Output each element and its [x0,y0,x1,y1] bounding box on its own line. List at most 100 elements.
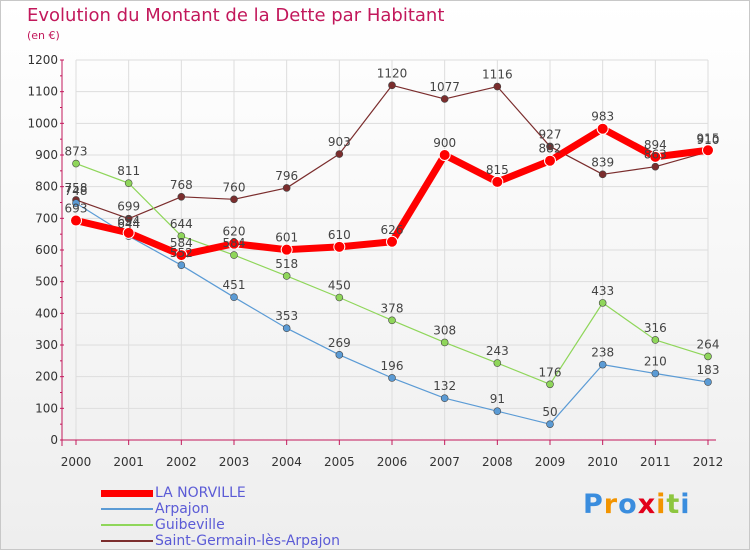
data-label-arpajon: 210 [644,355,667,369]
data-point-la-norville [70,214,82,227]
data-point-la-norville [386,235,398,248]
data-label-la-norville: 894 [644,138,667,152]
y-tick-label: 900 [35,148,58,162]
legend-swatch [101,508,153,510]
y-tick-label: 400 [35,306,58,320]
data-label-saint-germain-l-s-arpajon: 1116 [482,68,513,82]
data-label-saint-germain-l-s-arpajon: 768 [170,178,193,192]
data-point-la-norville [438,149,451,161]
data-label-guibeville: 308 [433,323,456,337]
y-tick-label: 600 [35,243,58,257]
data-point-la-norville [175,249,188,262]
data-point-la-norville [649,150,662,163]
x-tick-label: 2007 [429,455,460,469]
data-label-arpajon: 238 [591,346,614,360]
y-tick-label: 1200 [27,53,58,67]
data-point-saint-germain-l-s-arpajon [124,214,133,223]
data-label-guibeville: 378 [381,301,404,315]
x-tick-label: 2002 [166,455,197,469]
data-point-saint-germain-l-s-arpajon [651,162,660,171]
legend-label: LA NORVILLE [155,485,246,501]
data-label-la-norville: 693 [65,202,88,216]
data-point-la-norville [491,175,504,188]
data-point-arpajon [177,261,186,270]
x-tick-label: 2003 [219,455,250,469]
data-label-saint-germain-l-s-arpajon: 796 [275,169,298,183]
data-label-la-norville: 654 [117,214,140,228]
data-point-guibeville [72,159,80,168]
data-point-saint-germain-l-s-arpajon [335,150,344,158]
chart-subtitle: (en €) [27,29,60,42]
data-point-guibeville [124,179,133,187]
y-tick-label: 500 [35,275,58,289]
legend-swatch [101,490,153,497]
x-tick-label: 2008 [482,455,513,469]
data-point-saint-germain-l-s-arpajon [230,195,238,204]
data-label-guibeville: 176 [539,365,562,379]
x-tick-label: 2000 [61,455,92,469]
data-label-arpajon: 353 [275,309,298,323]
y-tick-label: 800 [35,180,58,194]
data-label-saint-germain-l-s-arpajon: 903 [328,135,351,149]
data-label-arpajon: 269 [328,336,351,350]
legend-label: Guibeville [155,517,225,533]
data-label-guibeville: 450 [328,279,351,293]
data-point-saint-germain-l-s-arpajon [282,184,291,192]
data-point-arpajon [598,360,607,369]
x-tick-label: 2012 [693,455,724,469]
y-tick-label: 0 [50,433,58,447]
data-label-la-norville: 620 [223,225,246,239]
data-point-la-norville [228,237,240,250]
x-tick-label: 2009 [535,455,566,469]
data-label-arpajon: 50 [542,405,557,419]
data-label-la-norville: 610 [328,228,351,242]
data-label-la-norville: 882 [539,142,562,156]
data-label-la-norville: 584 [170,236,193,250]
data-point-guibeville [230,251,238,259]
data-label-la-norville: 900 [433,136,456,150]
data-point-la-norville [544,154,556,167]
data-point-guibeville [598,299,607,307]
data-point-guibeville [282,272,291,280]
legend-swatch [101,540,153,542]
data-point-arpajon [72,199,80,207]
data-point-la-norville [122,226,135,239]
x-tick-label: 2004 [271,455,302,469]
data-label-la-norville: 601 [275,231,298,245]
data-label-saint-germain-l-s-arpajon: 863 [644,148,667,162]
data-point-guibeville [546,380,554,389]
data-label-saint-germain-l-s-arpajon: 758 [65,181,88,195]
x-tick-label: 2001 [113,455,144,469]
data-point-arpajon [388,374,396,382]
data-point-arpajon [440,394,449,403]
data-label-saint-germain-l-s-arpajon: 910 [697,133,720,147]
data-label-arpajon: 552 [170,246,193,260]
data-label-guibeville: 873 [65,145,88,159]
y-tick-label: 700 [35,211,58,225]
x-tick-label: 2011 [640,455,671,469]
data-label-arpajon: 132 [433,379,456,393]
data-point-arpajon [493,407,502,415]
data-point-la-norville [596,122,609,135]
data-point-saint-germain-l-s-arpajon [546,142,554,151]
data-label-guibeville: 518 [275,257,298,271]
y-tick-label: 100 [35,401,58,415]
data-label-arpajon: 183 [697,363,720,377]
data-point-la-norville [333,240,346,253]
legend-label: Saint-Germain-lès-Arpajon [155,533,340,549]
y-tick-label: 200 [35,370,58,384]
data-label-arpajon: 91 [490,392,505,406]
data-label-la-norville: 915 [697,131,720,145]
proxiti-logo: Proxiti [583,489,691,520]
data-label-guibeville: 433 [591,284,614,298]
data-label-arpajon: 644 [117,217,140,231]
data-label-guibeville: 243 [486,344,509,358]
y-tick-label: 300 [35,338,58,352]
data-label-arpajon: 196 [381,359,404,373]
data-label-saint-germain-l-s-arpajon: 1077 [429,80,460,94]
y-tick-label: 1000 [27,116,58,130]
data-label-guibeville: 811 [117,164,140,178]
data-point-arpajon [546,420,554,428]
